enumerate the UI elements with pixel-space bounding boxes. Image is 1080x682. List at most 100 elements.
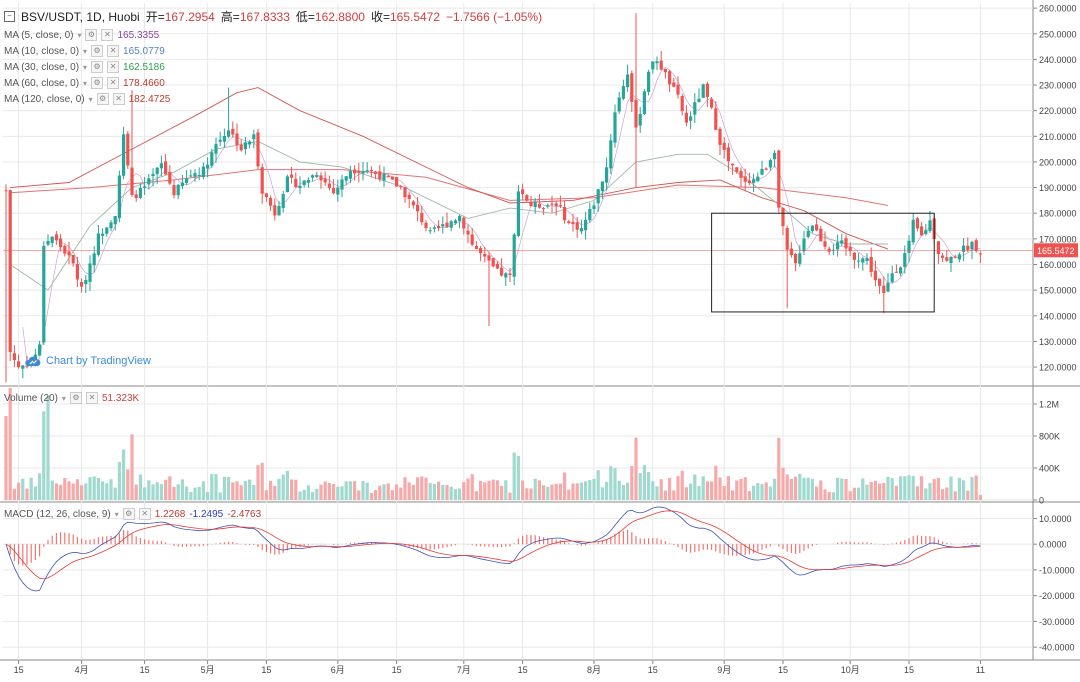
volume-bar (50, 480, 54, 500)
legend-ma120: MA (120, close, 0) ▾ ⚙ ✕ 182.4725 (4, 93, 171, 105)
volume-bar (479, 480, 483, 500)
volume-tick-label: 1.2M (1039, 400, 1059, 410)
volume-bar (458, 488, 462, 500)
volume-bar (743, 477, 747, 500)
candle (836, 234, 840, 257)
settings-icon[interactable]: ⚙ (69, 392, 82, 404)
volume-bar (970, 477, 974, 500)
volume-bar (575, 483, 579, 500)
dropdown-icon[interactable]: ▾ (114, 509, 119, 519)
volume-bar (487, 480, 491, 500)
dropdown-icon[interactable]: ▾ (61, 393, 66, 403)
settings-icon[interactable]: ⚙ (85, 29, 98, 41)
candle-body (663, 68, 667, 73)
time-tick-label: 15 (518, 665, 528, 675)
candle (689, 111, 693, 130)
volume-bar (260, 462, 264, 500)
candle-body (563, 207, 567, 221)
candle-body (600, 181, 604, 192)
candle-body (848, 247, 852, 252)
volume-bar (311, 492, 315, 500)
close-icon[interactable]: ✕ (112, 93, 125, 105)
volume-bar (840, 478, 844, 500)
price-tick-label: 230.0000 (1039, 81, 1077, 91)
candle (915, 217, 919, 232)
candle (903, 245, 907, 274)
candle-body (248, 141, 252, 145)
price-tick-label: 180.0000 (1039, 209, 1077, 219)
candle-body (819, 228, 823, 242)
candle-body (907, 240, 911, 253)
candle-body (516, 191, 520, 237)
candle (563, 201, 567, 224)
candle (823, 231, 827, 250)
close-icon[interactable]: ✕ (85, 392, 98, 404)
tradingview-watermark[interactable]: Chart by TradingView (24, 354, 151, 368)
dropdown-icon[interactable]: ▾ (88, 94, 93, 104)
candle-body (281, 194, 285, 209)
settings-icon[interactable]: ⚙ (91, 45, 104, 57)
candle (168, 165, 172, 186)
candle (235, 123, 239, 152)
close-icon[interactable]: ✕ (107, 45, 120, 57)
candle-body (176, 184, 180, 196)
dropdown-icon[interactable]: ▾ (83, 62, 88, 72)
candle (239, 139, 243, 152)
settings-icon[interactable]: ⚙ (96, 93, 109, 105)
candle (260, 163, 264, 204)
close-icon[interactable]: ✕ (138, 508, 151, 520)
candle-body (42, 246, 46, 343)
settings-icon[interactable]: ⚙ (91, 77, 104, 89)
candle-body (21, 365, 25, 369)
candle-body (869, 257, 873, 273)
close-icon[interactable]: ✕ (101, 29, 114, 41)
chart-header: − BSV/USDT, 1D, Huobi 开=167.2954 高=167.8… (4, 8, 542, 25)
candle (164, 153, 168, 175)
ma60-line (10, 87, 889, 250)
candle (760, 160, 764, 176)
volume-bar (399, 487, 403, 500)
candle (432, 225, 436, 233)
candle (302, 180, 306, 188)
settings-icon[interactable]: ⚙ (122, 508, 135, 520)
collapse-icon[interactable]: − (4, 11, 15, 22)
dropdown-icon[interactable]: ▾ (83, 78, 88, 88)
volume-bar (668, 477, 672, 500)
volume-bar (416, 477, 420, 500)
candle-body (189, 175, 193, 177)
candle (252, 129, 256, 149)
candle-body (101, 233, 105, 236)
time-tick-label: 7月 (457, 665, 471, 675)
candle-body (529, 201, 533, 207)
candle (508, 267, 512, 282)
ma5-line (22, 66, 981, 365)
volume-bar (248, 479, 252, 500)
candle (873, 260, 877, 287)
candle (739, 167, 743, 187)
candle-body (390, 176, 394, 180)
close-icon[interactable]: ✕ (107, 61, 120, 73)
candle (718, 126, 722, 155)
volume-bar (269, 480, 273, 500)
volume-bar (542, 485, 546, 500)
candle (567, 219, 571, 225)
candle-body (306, 179, 310, 183)
candle (907, 235, 911, 263)
candle (395, 176, 399, 187)
candle-body (651, 61, 655, 70)
dropdown-icon[interactable]: ▾ (83, 46, 88, 56)
candle (882, 276, 886, 314)
candle (584, 211, 588, 240)
volume-bar (143, 487, 147, 500)
settings-icon[interactable]: ⚙ (91, 61, 104, 73)
candle (222, 128, 226, 148)
candle (147, 173, 151, 190)
close-icon[interactable]: ✕ (107, 77, 120, 89)
candle-body (117, 175, 121, 219)
volume-bar (231, 482, 235, 500)
candle (399, 184, 403, 190)
candle (651, 61, 655, 74)
dropdown-icon[interactable]: ▾ (77, 30, 82, 40)
